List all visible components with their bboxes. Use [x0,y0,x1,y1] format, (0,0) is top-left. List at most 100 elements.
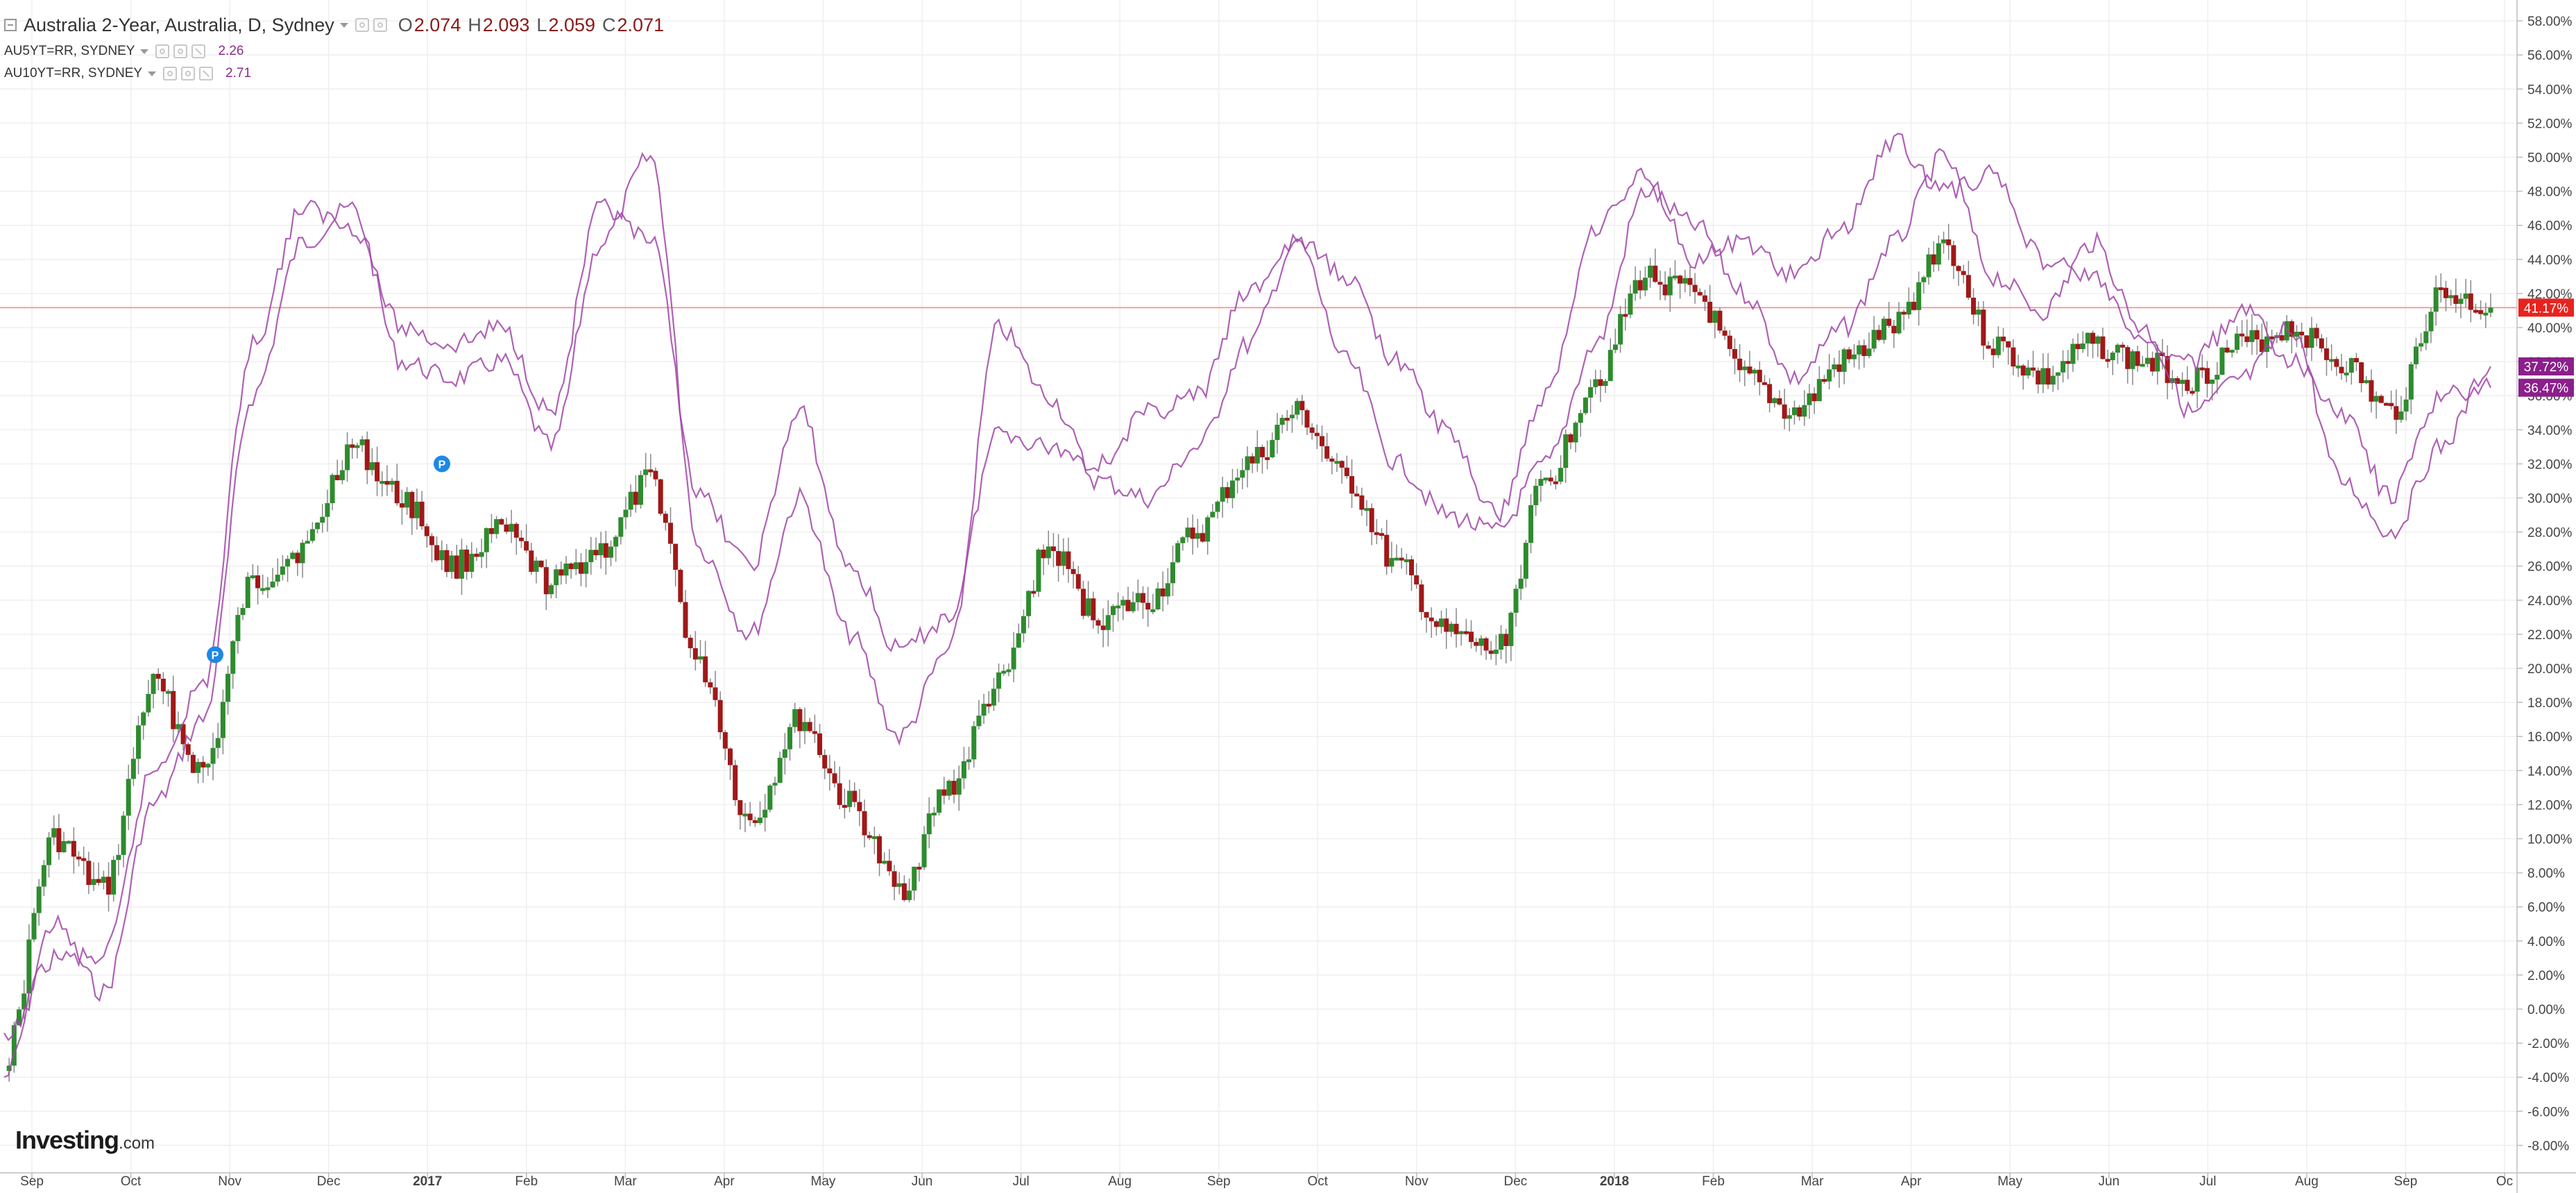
candle-body[interactable] [996,672,1002,689]
candle-body[interactable] [1990,348,1996,355]
candle-body[interactable] [1026,591,1032,616]
candle-body[interactable] [2468,293,2473,310]
candle-body[interactable] [141,712,146,726]
candle-body[interactable] [1896,312,1902,334]
candle-body[interactable] [339,470,345,480]
candle-body[interactable] [2075,344,2081,350]
candle-body[interactable] [1503,634,1509,646]
candle-body[interactable] [1349,476,1355,494]
candle-body[interactable] [225,673,231,702]
candle-body[interactable] [1404,559,1409,562]
candle-body[interactable] [1508,612,1514,646]
candle-body[interactable] [1747,366,1752,374]
candle-body[interactable] [1478,638,1484,646]
candle-body[interactable] [797,709,803,731]
candle-body[interactable] [1140,593,1145,603]
candle-body[interactable] [1265,457,1270,460]
candle-body[interactable] [2144,357,2150,364]
candle-body[interactable] [320,516,325,523]
candle-body[interactable] [758,818,763,823]
candle-body[interactable] [22,993,27,1010]
candle-body[interactable] [1031,591,1037,594]
candle-body[interactable] [941,789,947,796]
candle-body[interactable] [1428,617,1434,622]
candle-body[interactable] [190,754,196,773]
candle-body[interactable] [305,541,310,544]
candle-body[interactable] [1249,456,1255,464]
candle-body[interactable] [648,469,654,473]
candle-body[interactable] [787,727,793,750]
candle-body[interactable] [1066,551,1071,569]
candle-body[interactable] [2394,406,2399,420]
candle-body[interactable] [364,439,370,471]
candle-body[interactable] [1762,382,1767,385]
candle-body[interactable] [2458,298,2464,304]
candle-body[interactable] [1642,278,1648,291]
candle-body[interactable] [31,913,37,940]
candle-body[interactable] [1981,310,1986,346]
candle-body[interactable] [171,691,176,729]
candle-body[interactable] [1061,551,1066,566]
candle-body[interactable] [1632,280,1638,294]
candle-body[interactable] [752,820,758,823]
candle-body[interactable] [2453,295,2459,304]
candle-body[interactable] [2095,336,2101,344]
candle-body[interactable] [1702,295,1707,302]
candle-body[interactable] [2240,333,2245,337]
candle-body[interactable] [1628,293,1633,315]
candle-body[interactable] [1568,434,1573,443]
candle-body[interactable] [2419,343,2424,347]
candle-body[interactable] [966,759,972,763]
candle-body[interactable] [1458,631,1464,634]
candle-body[interactable] [633,491,638,505]
candle-body[interactable] [66,840,71,844]
candle-body[interactable] [2448,295,2454,298]
candle-body[interactable] [653,471,658,480]
candle-body[interactable] [598,543,604,556]
candle-body[interactable] [728,748,733,765]
candle-body[interactable] [986,704,991,707]
candle-body[interactable] [991,688,996,706]
candle-body[interactable] [41,865,46,887]
candle-body[interactable] [1965,275,1971,298]
candle-body[interactable] [1921,277,1927,282]
line-series-au5yt[interactable] [3,148,2491,1078]
candle-body[interactable] [1001,670,1007,674]
candle-body[interactable] [1080,589,1086,616]
candle-body[interactable] [2020,365,2026,376]
candle-body[interactable] [1961,271,1966,276]
candle-body[interactable] [777,757,783,783]
candle-body[interactable] [807,722,812,731]
candle-body[interactable] [1523,543,1528,579]
candle-body[interactable] [71,840,76,857]
candle-body[interactable] [350,444,355,448]
candle-body[interactable] [1906,301,1911,315]
candle-body[interactable] [1414,575,1419,585]
candle-body[interactable] [1329,458,1335,462]
candle-body[interactable] [2378,396,2384,403]
candle-body[interactable] [1439,618,1444,627]
candle-body[interactable] [1573,423,1578,443]
candle-body[interactable] [2334,359,2339,367]
candle-body[interactable] [2413,346,2419,364]
candle-body[interactable] [2403,399,2409,412]
candle-body[interactable] [1379,533,1385,536]
candle-body[interactable] [907,890,912,900]
candle-body[interactable] [1304,410,1310,428]
candle-body[interactable] [2423,331,2429,344]
candle-body[interactable] [1941,239,1947,244]
candle-body[interactable] [747,813,753,820]
candle-body[interactable] [494,519,500,534]
candle-body[interactable] [439,550,445,561]
candle-body[interactable] [2001,337,2006,341]
candle-body[interactable] [1433,621,1439,627]
candle-body[interactable] [1046,546,1051,559]
candle-body[interactable] [1971,297,1977,315]
candle-body[interactable] [1424,611,1429,618]
candle-body[interactable] [1911,301,1917,310]
candle-body[interactable] [1021,616,1026,634]
candle-body[interactable] [832,773,837,784]
candle-body[interactable] [1857,345,1862,355]
candle-body[interactable] [2011,347,2016,367]
candle-body[interactable] [1165,583,1170,597]
